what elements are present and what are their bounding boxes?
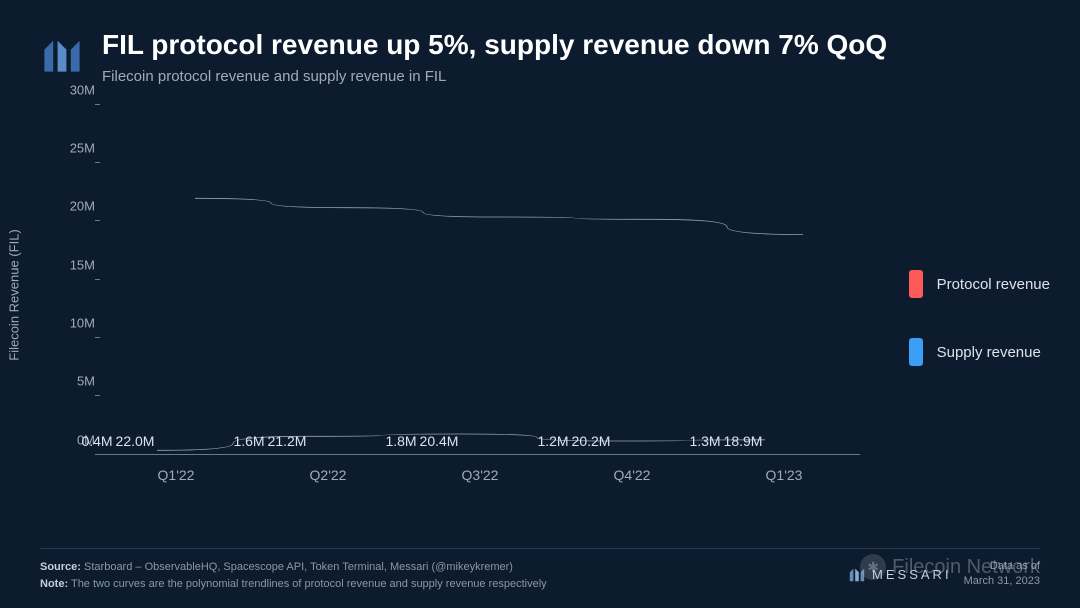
x-tick-label: Q2'22 [310, 467, 347, 483]
y-tick-label: 20M [55, 199, 95, 214]
bar-value-label: 21.2M [268, 433, 307, 449]
bar-value-label: 1.3M [689, 433, 720, 449]
bar-value-label: 20.4M [420, 433, 459, 449]
note-label: Note: [40, 578, 68, 590]
legend-label: Supply revenue [937, 344, 1041, 361]
x-tick-label: Q3'22 [462, 467, 499, 483]
note-text: The two curves are the polynomial trendl… [71, 578, 547, 590]
bar-value-label: 0.4M [81, 433, 112, 449]
x-tick-label: Q1'22 [158, 467, 195, 483]
header: FIL protocol revenue up 5%, supply reven… [0, 0, 1080, 95]
y-tick-label: 10M [55, 315, 95, 330]
bar-value-label: 1.8M [385, 433, 416, 449]
legend-swatch [909, 338, 923, 366]
bar-value-label: 20.2M [572, 433, 611, 449]
source-label: Source: [40, 561, 81, 573]
y-tick-label: 30M [55, 82, 95, 97]
x-axis-baseline [100, 454, 860, 455]
legend-item: Supply revenue [909, 338, 1050, 366]
bar-value-label: 1.6M [233, 433, 264, 449]
footer-right: MESSARI Data as of March 31, 2023 [848, 559, 1040, 590]
data-as-of: Data as of March 31, 2023 [964, 559, 1040, 590]
chart-area: Filecoin Revenue (FIL) 0M5M10M15M20M25M3… [60, 95, 860, 495]
y-tick-label: 5M [55, 374, 95, 389]
legend: Protocol revenue Supply revenue [909, 270, 1050, 366]
messari-small-icon [848, 565, 866, 583]
footer: Source: Starboard – ObservableHQ, Spaces… [40, 548, 1040, 594]
y-tick-label: 25M [55, 140, 95, 155]
source-text: Starboard – ObservableHQ, Spacescope API… [84, 561, 513, 573]
bar-value-label: 1.2M [537, 433, 568, 449]
messari-logo-icon [40, 32, 84, 76]
y-tick-label: 15M [55, 257, 95, 272]
bar-value-label: 18.9M [724, 433, 763, 449]
y-axis-label: Filecoin Revenue (FIL) [7, 229, 22, 361]
brand-mark: MESSARI [848, 565, 952, 583]
legend-label: Protocol revenue [937, 276, 1050, 293]
trendlines [100, 105, 860, 455]
footer-notes: Source: Starboard – ObservableHQ, Spaces… [40, 559, 547, 594]
chart-title: FIL protocol revenue up 5%, supply reven… [102, 28, 1040, 62]
legend-swatch [909, 270, 923, 298]
brand-text: MESSARI [872, 567, 952, 582]
legend-item: Protocol revenue [909, 270, 1050, 298]
plot-region: 0M5M10M15M20M25M30M0.4M22.0MQ1'221.6M21.… [100, 105, 860, 455]
x-tick-label: Q4'22 [614, 467, 651, 483]
bar-value-label: 22.0M [116, 433, 155, 449]
x-tick-label: Q1'23 [766, 467, 803, 483]
trendline [195, 198, 803, 234]
chart-subtitle: Filecoin protocol revenue and supply rev… [102, 68, 1040, 85]
